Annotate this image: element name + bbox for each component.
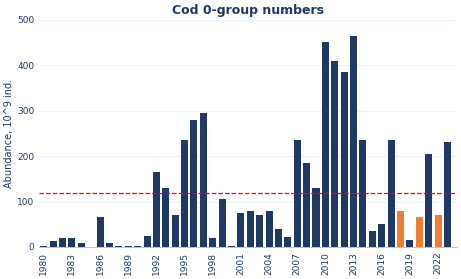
Bar [115,246,122,247]
Y-axis label: Abundance, 10^9 ind.: Abundance, 10^9 ind. [4,79,14,188]
Bar [59,238,66,247]
Title: Cod 0-group numbers: Cod 0-group numbers [172,4,324,17]
Bar [228,246,235,247]
Bar [369,231,376,247]
Bar [171,215,179,247]
Bar [50,241,57,247]
Bar [153,172,160,247]
Bar [200,113,207,247]
Bar [294,140,301,247]
Bar [143,235,151,247]
Bar [266,211,272,247]
Bar [78,243,85,247]
Bar [331,61,338,247]
Bar [378,224,385,247]
Bar [219,199,225,247]
Bar [96,217,104,247]
Bar [360,140,366,247]
Bar [106,243,113,247]
Bar [181,140,188,247]
Bar [444,143,451,247]
Bar [284,237,291,247]
Bar [388,140,395,247]
Bar [303,163,310,247]
Bar [68,238,76,247]
Bar [350,36,357,247]
Bar [322,42,329,247]
Bar [190,120,197,247]
Bar [406,240,414,247]
Bar [416,217,423,247]
Bar [256,215,263,247]
Bar [397,211,404,247]
Bar [40,246,47,247]
Bar [162,188,169,247]
Bar [435,215,442,247]
Bar [247,211,254,247]
Bar [275,229,282,247]
Bar [209,238,216,247]
Bar [125,246,132,247]
Bar [425,154,432,247]
Bar [341,72,348,247]
Bar [134,246,141,247]
Bar [313,188,319,247]
Bar [237,213,244,247]
